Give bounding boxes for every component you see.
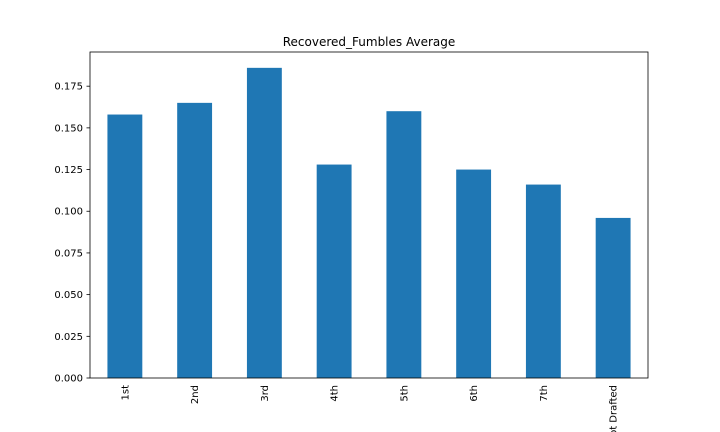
y-axis: 0.000 0.025 0.050 0.075 0.100 0.125 0.150 0.175 — [54, 82, 90, 385]
x-tick-label: 6th — [469, 385, 480, 402]
x-tick-label: 3rd — [260, 385, 271, 402]
y-tick-label: 0.150 — [54, 123, 83, 134]
bar-2nd — [177, 102, 213, 378]
bar-1st — [107, 114, 143, 378]
x-tick-label: 1st — [120, 385, 131, 401]
y-tick-label: 0.100 — [54, 207, 83, 218]
y-tick-label: 0.050 — [54, 290, 83, 301]
bar-5th — [386, 111, 422, 378]
x-tick-label: 2nd — [190, 385, 201, 404]
bar-6th — [456, 169, 492, 378]
chart-title: Recovered_Fumbles Average — [283, 35, 456, 49]
bar-7th — [525, 184, 561, 378]
bar-3rd — [246, 67, 282, 378]
y-tick-label: 0.175 — [54, 82, 83, 93]
plot-frame — [89, 51, 649, 379]
x-axis: 1st 2nd 3rd 4th 5th 6th 7th Not Drafted — [120, 385, 620, 432]
y-tick-label: 0.000 — [54, 374, 83, 385]
x-tick-label: 5th — [399, 385, 410, 402]
x-tick-label: 7th — [539, 385, 550, 402]
y-tick-label: 0.125 — [54, 165, 83, 176]
bars-group — [107, 67, 631, 378]
x-tick-label: Not Drafted — [609, 385, 620, 432]
y-tick-label: 0.075 — [54, 248, 83, 259]
bar-not-drafted — [595, 217, 631, 378]
x-tick-label: 4th — [330, 385, 341, 402]
bar-4th — [316, 164, 352, 378]
y-tick-label: 0.025 — [54, 332, 83, 343]
